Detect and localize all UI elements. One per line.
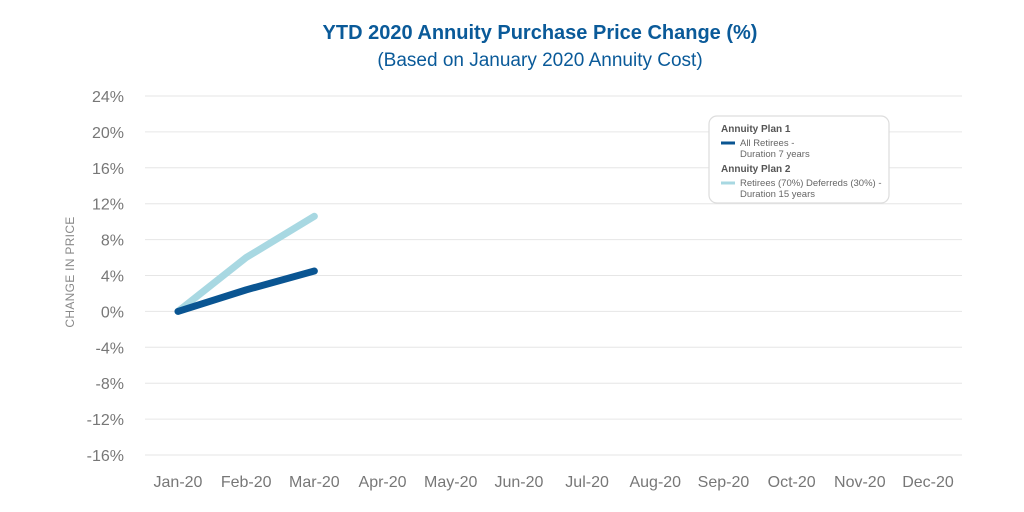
y-tick-label: 16% [92, 161, 124, 178]
series-line-2 [174, 212, 318, 315]
chart-title: YTD 2020 Annuity Purchase Price Change (… [323, 22, 758, 44]
x-tick-label: Sep-20 [698, 474, 750, 491]
y-tick-label: 12% [92, 197, 124, 214]
x-tick-label: Oct-20 [768, 474, 816, 491]
chart-subtitle: (Based on January 2020 Annuity Cost) [377, 50, 702, 71]
x-tick-label: Jun-20 [494, 474, 543, 491]
x-tick-label: Jul-20 [565, 474, 609, 491]
legend-group-title-2: Annuity Plan 2 [721, 164, 791, 175]
x-tick-label: Nov-20 [834, 474, 886, 491]
x-tick-label: May-20 [424, 474, 477, 491]
y-axis-label: CHANGE IN PRICE [63, 216, 77, 327]
series-lines [174, 212, 318, 315]
legend-label-1-line-2: Duration 7 years [740, 149, 810, 160]
x-tick-label: Feb-20 [221, 474, 272, 491]
series-line-1 [174, 267, 318, 315]
gridlines [145, 95, 962, 456]
legend: Annuity Plan 1 All Retirees - Duration 7… [708, 115, 890, 204]
x-tick-label: Apr-20 [359, 474, 407, 491]
x-tick-labels: Jan-20 Feb-20 Mar-20 Apr-20 May-20 Jun-20 Jul-… [154, 474, 954, 491]
y-tick-label: 24% [92, 89, 124, 106]
legend-label-2-line-2: Duration 15 years [740, 189, 815, 200]
x-tick-label: Aug-20 [629, 474, 681, 491]
y-tick-labels: 24% 20% 16% 12% 8% 4% 0% -4% -8% -12% -16% [87, 89, 124, 465]
legend-label-2-line-1: Retirees (70%) Deferreds (30%) - [740, 178, 882, 189]
y-tick-label: 0% [101, 304, 124, 321]
y-tick-label: 20% [92, 125, 124, 142]
legend-group-title-1: Annuity Plan 1 [721, 124, 791, 135]
x-tick-label: Dec-20 [902, 474, 954, 491]
y-tick-label: -8% [96, 376, 124, 393]
legend-label-1-line-1: All Retirees - [740, 138, 794, 149]
y-tick-label: -4% [96, 340, 124, 357]
x-tick-label: Jan-20 [154, 474, 203, 491]
legend-box [708, 115, 890, 204]
y-tick-label: -16% [87, 448, 124, 465]
y-tick-label: 4% [101, 269, 124, 286]
x-tick-label: Mar-20 [289, 474, 340, 491]
y-tick-label: 8% [101, 233, 124, 250]
y-tick-label: -12% [87, 412, 124, 429]
